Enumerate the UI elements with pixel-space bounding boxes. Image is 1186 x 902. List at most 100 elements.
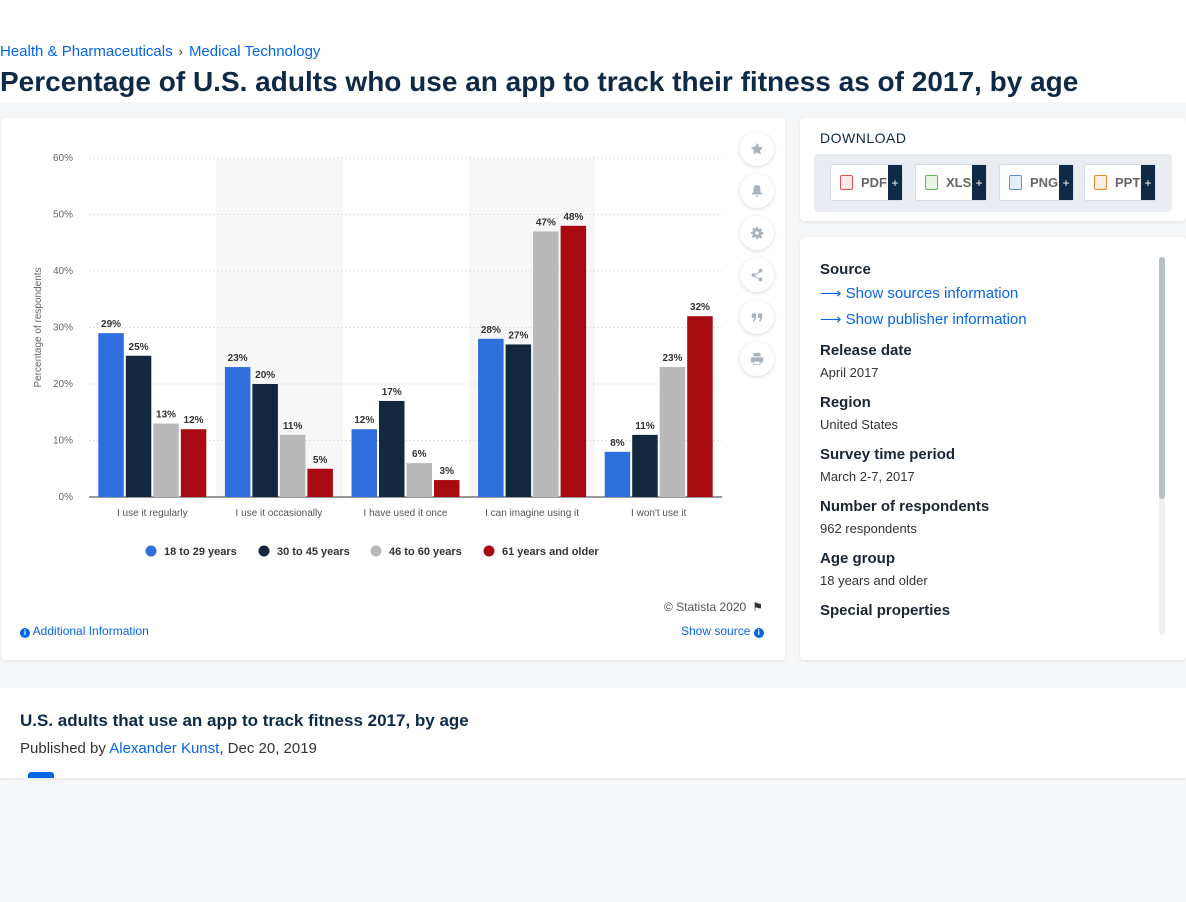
info-scrollbar[interactable] <box>1159 257 1165 635</box>
data-label: 29% <box>101 319 121 330</box>
x-tick-label: I use it occasionally <box>236 508 323 519</box>
download-png-button[interactable]: PNG + <box>999 164 1074 201</box>
arrow-right-icon: ⟶ <box>820 285 846 302</box>
bar <box>505 344 532 497</box>
ppt-file-icon <box>1094 175 1107 190</box>
blue-tab-marker <box>28 772 54 778</box>
breadcrumb: Health & Pharmaceuticals › Medical Technol… <box>0 43 320 60</box>
download-pdf-button[interactable]: PDF + <box>830 164 903 201</box>
y-tick-label: 0% <box>59 492 74 503</box>
published-by-label: Published by <box>20 740 106 757</box>
download-card: DOWNLOAD PDF + XLS + PNG + PPT + <box>800 118 1186 221</box>
download-label: PDF <box>861 175 887 190</box>
bar <box>379 400 405 497</box>
scrollbar-thumb[interactable] <box>1159 257 1165 499</box>
show-publisher-label: Show publisher information <box>845 311 1027 328</box>
bar <box>687 316 713 497</box>
bell-icon[interactable] <box>740 174 774 208</box>
quote-icon[interactable] <box>740 300 774 334</box>
bar <box>307 468 333 497</box>
legend-label: 18 to 29 years <box>164 546 237 558</box>
info-respondents: Number of respondents 962 respondents <box>820 498 1150 536</box>
copyright-text: © Statista 2020 <box>664 600 747 614</box>
bar <box>279 434 306 497</box>
legend-marker <box>370 545 382 557</box>
info-value: 962 respondents <box>820 521 917 536</box>
info-list: Source ⟶ Show sources information ⟶ Show… <box>820 261 1150 633</box>
data-label: 48% <box>563 212 583 223</box>
page-title: Percentage of U.S. adults who use an app… <box>0 66 1079 97</box>
data-label: 11% <box>283 421 303 432</box>
breadcrumb-link-medtech[interactable]: Medical Technology <box>188 43 321 60</box>
x-tick-label: I use it regularly <box>117 508 188 519</box>
data-label: 27% <box>508 330 528 341</box>
show-sources-link[interactable]: ⟶ Show sources information <box>820 284 1150 302</box>
data-label: 5% <box>313 455 328 466</box>
info-label: Region <box>820 394 871 411</box>
download-title: DOWNLOAD <box>820 130 907 146</box>
data-label: 6% <box>412 449 427 460</box>
data-label: 12% <box>184 415 204 426</box>
data-label: 12% <box>354 415 374 426</box>
legend-label: 30 to 45 years <box>277 546 350 558</box>
download-ppt-button[interactable]: PPT + <box>1084 164 1156 201</box>
info-value: March 2-7, 2017 <box>820 469 915 484</box>
info-label: Number of respondents <box>820 498 990 515</box>
download-label: XLS <box>946 175 972 190</box>
info-icon: i <box>20 628 30 638</box>
show-source-link[interactable]: Show source i <box>681 624 764 638</box>
y-tick-label: 20% <box>53 379 73 390</box>
data-label: 3% <box>440 466 455 477</box>
legend-label: 46 to 60 years <box>389 546 462 558</box>
bar <box>632 434 658 497</box>
legend-marker <box>483 545 495 557</box>
plus-icon[interactable]: + <box>1059 165 1073 200</box>
download-xls-button[interactable]: XLS + <box>915 164 987 201</box>
show-publisher-link[interactable]: ⟶ Show publisher information <box>820 310 1150 328</box>
bar <box>604 451 631 497</box>
source-heading: Source <box>820 261 871 278</box>
x-tick-label: I have used it once <box>364 508 448 519</box>
bar <box>478 338 504 497</box>
plus-icon[interactable]: + <box>1141 165 1155 200</box>
y-tick-label: 60% <box>53 153 73 164</box>
breadcrumb-link-health[interactable]: Health & Pharmaceuticals <box>0 43 173 60</box>
info-value: April 2017 <box>820 365 879 380</box>
info-release-date: Release date April 2017 <box>820 342 1150 380</box>
show-sources-label: Show sources information <box>845 285 1019 302</box>
data-label: 8% <box>610 438 625 449</box>
print-icon[interactable] <box>740 342 774 376</box>
star-icon[interactable] <box>740 132 774 166</box>
bar <box>252 384 278 497</box>
source-section: Source ⟶ Show sources information ⟶ Show… <box>820 261 1150 328</box>
bar <box>533 231 559 497</box>
plus-icon[interactable]: + <box>888 165 902 200</box>
data-label: 28% <box>481 325 501 336</box>
bar <box>434 480 460 497</box>
bar <box>560 225 587 498</box>
info-value: 18 years and older <box>820 573 928 588</box>
plus-icon[interactable]: + <box>972 165 986 200</box>
bar <box>351 429 377 497</box>
data-label: 11% <box>635 421 655 432</box>
y-tick-label: 10% <box>53 436 73 447</box>
publication-byline: Published by Alexander Kunst, Dec 20, 20… <box>20 740 317 757</box>
copyright-notice: © Statista 2020 ⚑ <box>664 600 763 614</box>
download-label: PPT <box>1115 175 1141 190</box>
flag-icon[interactable]: ⚑ <box>752 600 763 614</box>
y-axis-label: Percentage of respondents <box>33 267 44 387</box>
share-icon[interactable] <box>740 258 774 292</box>
publication-date: , Dec 20, 2019 <box>219 740 317 757</box>
bar <box>125 355 152 497</box>
bar <box>98 333 124 497</box>
info-value: United States <box>820 417 899 432</box>
data-label: 17% <box>382 387 402 398</box>
xls-file-icon <box>925 175 938 190</box>
author-link[interactable]: Alexander Kunst <box>109 740 220 757</box>
additional-info-link[interactable]: i Additional Information <box>20 624 149 638</box>
info-label: Release date <box>820 342 912 359</box>
x-tick-label: I can imagine using it <box>485 508 579 519</box>
bar <box>180 429 207 497</box>
gear-icon[interactable] <box>740 216 774 250</box>
bar <box>406 463 432 497</box>
